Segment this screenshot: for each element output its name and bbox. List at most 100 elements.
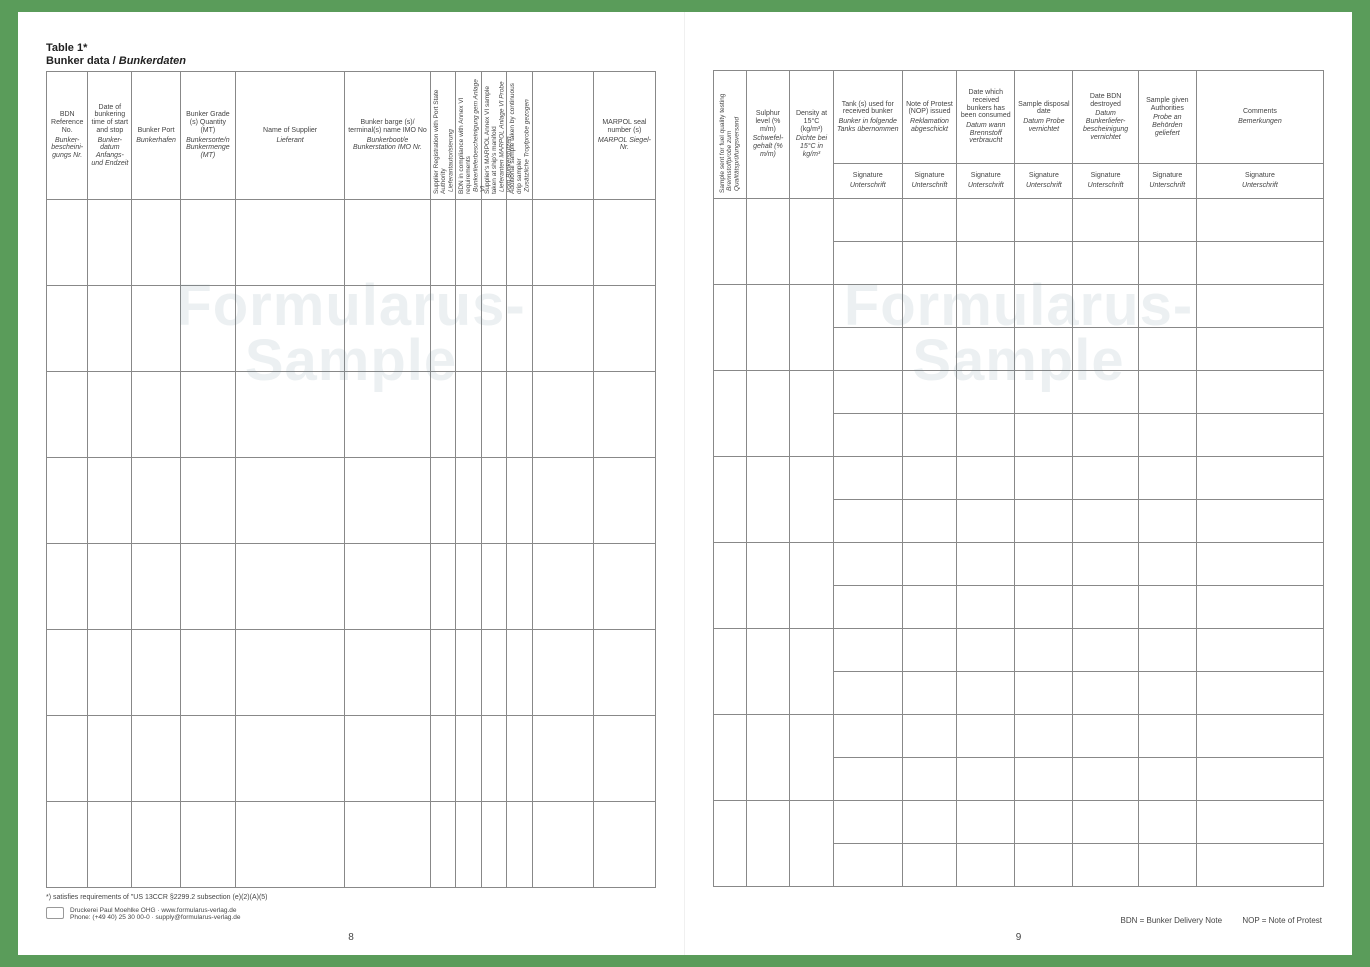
table-cell[interactable]	[833, 585, 902, 628]
table-cell[interactable]	[456, 371, 482, 457]
table-cell[interactable]	[957, 499, 1015, 542]
table-cell[interactable]	[833, 198, 902, 241]
table-cell[interactable]	[957, 198, 1015, 241]
table-cell[interactable]	[714, 542, 747, 628]
table-cell[interactable]	[833, 413, 902, 456]
table-cell[interactable]	[833, 714, 902, 757]
table-cell[interactable]	[180, 371, 235, 457]
table-cell[interactable]	[1015, 671, 1073, 714]
table-cell[interactable]	[430, 457, 456, 543]
table-cell[interactable]	[180, 629, 235, 715]
table-cell[interactable]	[47, 199, 88, 285]
table-cell[interactable]	[746, 456, 790, 542]
table-cell[interactable]	[47, 285, 88, 371]
table-cell[interactable]	[1073, 628, 1138, 671]
table-cell[interactable]	[746, 800, 790, 886]
table-cell[interactable]	[1138, 327, 1196, 370]
table-cell[interactable]	[47, 715, 88, 801]
table-cell[interactable]	[746, 628, 790, 714]
table-cell[interactable]	[833, 757, 902, 800]
table-cell[interactable]	[1196, 241, 1323, 284]
table-cell[interactable]	[1073, 284, 1138, 327]
table-cell[interactable]	[132, 543, 181, 629]
table-cell[interactable]	[88, 285, 132, 371]
table-cell[interactable]	[1138, 585, 1196, 628]
table-cell[interactable]	[456, 801, 482, 887]
table-cell[interactable]	[1073, 499, 1138, 542]
table-cell[interactable]	[746, 370, 790, 456]
table-cell[interactable]	[1196, 542, 1323, 585]
table-cell[interactable]	[902, 327, 956, 370]
table-cell[interactable]	[1015, 413, 1073, 456]
table-cell[interactable]	[790, 542, 834, 628]
table-cell[interactable]	[1138, 456, 1196, 499]
table-cell[interactable]	[88, 715, 132, 801]
table-cell[interactable]	[532, 457, 593, 543]
table-cell[interactable]	[593, 199, 655, 285]
table-cell[interactable]	[532, 801, 593, 887]
table-cell[interactable]	[790, 800, 834, 886]
table-cell[interactable]	[833, 671, 902, 714]
table-cell[interactable]	[1138, 499, 1196, 542]
table-cell[interactable]	[481, 457, 507, 543]
table-cell[interactable]	[1015, 628, 1073, 671]
table-cell[interactable]	[790, 456, 834, 542]
table-cell[interactable]	[1073, 800, 1138, 843]
table-cell[interactable]	[345, 285, 430, 371]
table-cell[interactable]	[1073, 198, 1138, 241]
table-cell[interactable]	[957, 456, 1015, 499]
table-cell[interactable]	[1015, 499, 1073, 542]
table-cell[interactable]	[345, 543, 430, 629]
table-cell[interactable]	[1138, 671, 1196, 714]
table-cell[interactable]	[1015, 456, 1073, 499]
table-cell[interactable]	[180, 715, 235, 801]
table-cell[interactable]	[481, 199, 507, 285]
table-cell[interactable]	[1015, 843, 1073, 886]
table-cell[interactable]	[957, 370, 1015, 413]
table-cell[interactable]	[430, 629, 456, 715]
table-cell[interactable]	[1196, 628, 1323, 671]
table-cell[interactable]	[714, 628, 747, 714]
table-cell[interactable]	[430, 199, 456, 285]
table-cell[interactable]	[235, 801, 345, 887]
table-cell[interactable]	[593, 543, 655, 629]
table-cell[interactable]	[88, 801, 132, 887]
table-cell[interactable]	[833, 542, 902, 585]
table-cell[interactable]	[47, 629, 88, 715]
table-cell[interactable]	[1196, 284, 1323, 327]
table-cell[interactable]	[957, 327, 1015, 370]
table-cell[interactable]	[1073, 585, 1138, 628]
table-cell[interactable]	[235, 199, 345, 285]
table-cell[interactable]	[235, 285, 345, 371]
table-cell[interactable]	[833, 628, 902, 671]
table-cell[interactable]	[902, 499, 956, 542]
table-cell[interactable]	[532, 285, 593, 371]
table-cell[interactable]	[532, 715, 593, 801]
table-cell[interactable]	[957, 843, 1015, 886]
table-cell[interactable]	[507, 199, 533, 285]
table-cell[interactable]	[902, 800, 956, 843]
table-cell[interactable]	[957, 671, 1015, 714]
table-cell[interactable]	[88, 629, 132, 715]
table-cell[interactable]	[456, 543, 482, 629]
table-cell[interactable]	[714, 284, 747, 370]
table-cell[interactable]	[790, 714, 834, 800]
table-cell[interactable]	[902, 284, 956, 327]
table-cell[interactable]	[1138, 198, 1196, 241]
table-cell[interactable]	[47, 457, 88, 543]
table-cell[interactable]	[532, 543, 593, 629]
table-cell[interactable]	[132, 285, 181, 371]
table-cell[interactable]	[1015, 800, 1073, 843]
table-cell[interactable]	[88, 457, 132, 543]
table-cell[interactable]	[902, 757, 956, 800]
table-cell[interactable]	[180, 457, 235, 543]
table-cell[interactable]	[1196, 585, 1323, 628]
table-cell[interactable]	[1073, 456, 1138, 499]
table-cell[interactable]	[1015, 198, 1073, 241]
table-cell[interactable]	[1138, 714, 1196, 757]
table-cell[interactable]	[714, 800, 747, 886]
table-cell[interactable]	[1073, 671, 1138, 714]
table-cell[interactable]	[235, 543, 345, 629]
table-cell[interactable]	[1196, 714, 1323, 757]
table-cell[interactable]	[132, 457, 181, 543]
